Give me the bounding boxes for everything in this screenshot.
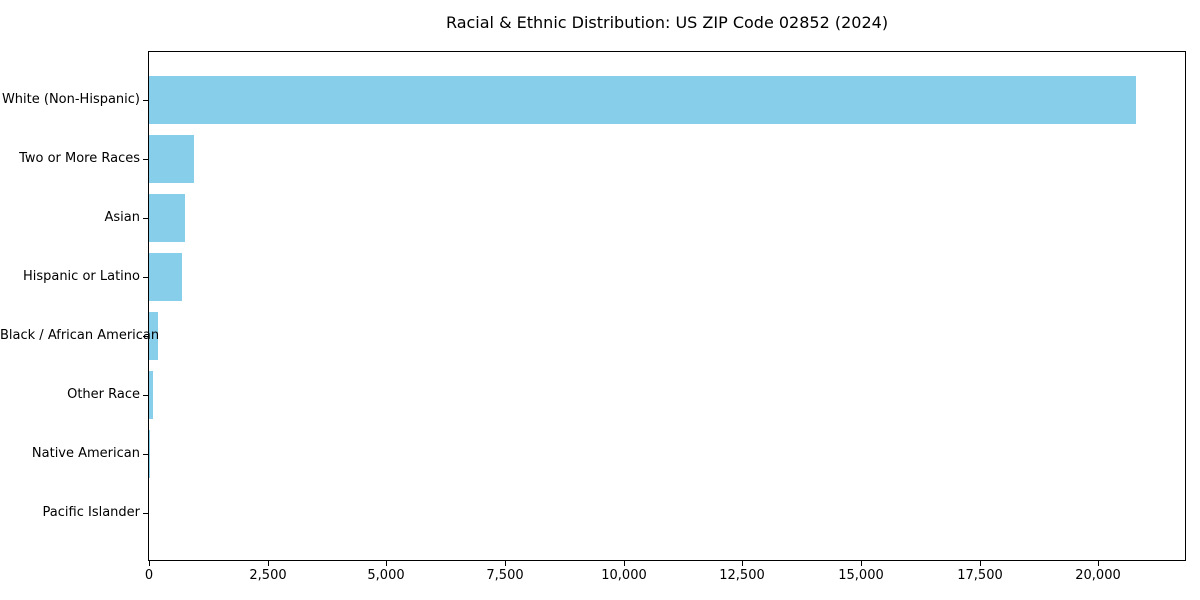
y-axis-label-two-or-more-races: Two or More Races (19, 151, 140, 166)
bar-black-african-american (149, 311, 159, 360)
bar-hispanic-or-latino (149, 252, 183, 301)
y-tick-mark (143, 159, 148, 160)
chart-title: Racial & Ethnic Distribution: US ZIP Cod… (445, 13, 889, 32)
y-tick-mark (143, 100, 148, 101)
x-tick-mark (861, 561, 862, 566)
x-tick-label-15000: 15,000 (838, 568, 884, 583)
bar-other-race (149, 370, 154, 419)
y-axis-label-black-african-american: Black / African American (0, 328, 160, 343)
x-tick-label-12500: 12,500 (719, 568, 765, 583)
x-tick-label-17500: 17,500 (957, 568, 1003, 583)
plot-area (148, 51, 1186, 561)
y-axis-label-asian: Asian (104, 210, 140, 225)
y-axis-label-white-non-hispanic: White (Non-Hispanic) (1, 92, 140, 107)
x-tick-mark (268, 561, 269, 566)
bar-asian (149, 193, 186, 242)
x-tick-mark (624, 561, 625, 566)
y-axis-label-native-american: Native American (31, 446, 140, 461)
x-tick-mark (1098, 561, 1099, 566)
x-tick-mark (505, 561, 506, 566)
y-axis-label-other-race: Other Race (67, 387, 140, 402)
y-axis-label-pacific-islander: Pacific Islander (42, 505, 140, 520)
bar-white-non-hispanic (149, 75, 1137, 124)
x-tick-label-2500: 2,500 (249, 568, 287, 583)
y-tick-mark (143, 218, 148, 219)
y-tick-mark (143, 395, 148, 396)
y-axis-label-hispanic-or-latino: Hispanic or Latino (22, 269, 140, 284)
x-tick-mark (149, 561, 150, 566)
x-tick-label-5000: 5,000 (367, 568, 405, 583)
bar-two-or-more-races (149, 134, 195, 183)
y-tick-mark (143, 336, 148, 337)
bar-native-american (149, 429, 150, 478)
y-tick-mark (143, 277, 148, 278)
x-tick-label-20000: 20,000 (1075, 568, 1121, 583)
x-tick-label-7500: 7,500 (486, 568, 524, 583)
x-tick-label-0: 0 (144, 568, 154, 583)
x-tick-label-10000: 10,000 (601, 568, 647, 583)
y-tick-mark (143, 513, 148, 514)
x-tick-mark (386, 561, 387, 566)
y-tick-mark (143, 454, 148, 455)
x-tick-mark (742, 561, 743, 566)
x-tick-mark (980, 561, 981, 566)
